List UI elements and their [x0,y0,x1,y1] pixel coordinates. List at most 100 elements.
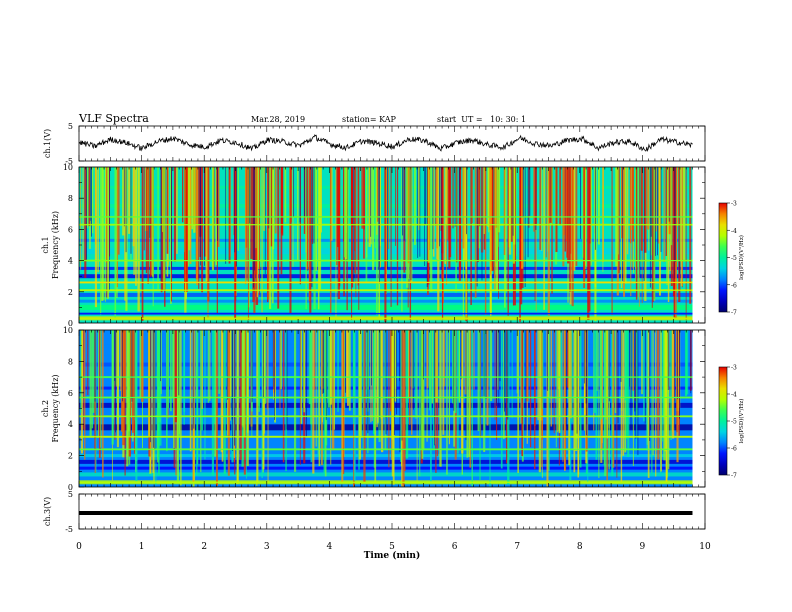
sferic-stripe [528,167,530,228]
frequency-band [79,454,693,458]
sferic-stripe [174,330,177,423]
quiet-column [460,330,462,380]
sferic-stripe [371,330,373,422]
quiet-column [583,330,585,384]
sferic-stripe [484,330,486,449]
quiet-column [634,330,636,412]
sferic-stripe [641,330,643,395]
sferic-stripe [539,167,542,250]
quiet-column [565,330,567,427]
sferic-stripe [133,167,135,275]
sferic-stripe [555,167,558,253]
y-axis-label: ch.1(V) [43,129,52,158]
sferic-stripe [385,167,387,291]
sferic-stripe [623,167,626,297]
sferic-stripe [658,167,661,296]
y-tick-label: -5 [65,525,73,534]
sferic-stripe [664,330,667,452]
quiet-column [253,167,255,288]
y-tick-label: 10 [63,163,73,172]
quiet-column [630,330,632,429]
sferic-stripe [478,167,481,227]
quiet-column [125,167,127,253]
sferic-stripe [549,167,552,223]
quiet-column [402,167,403,236]
sferic-stripe [262,330,265,470]
sferic-stripe [122,167,125,236]
sferic-stripe [590,167,592,266]
sferic-stripe [637,167,640,298]
sferic-stripe [196,167,198,286]
sferic-stripe [567,167,570,264]
quiet-column [234,167,236,253]
sferic-stripe [329,167,332,315]
quiet-column [485,330,487,399]
sferic-stripe [682,167,686,260]
sferic-stripe [176,167,178,254]
sferic-stripe [495,167,498,228]
sferic-stripe [547,330,550,471]
sferic-stripe [449,330,450,432]
sferic-stripe [440,167,442,231]
quiet-column [131,330,133,402]
sferic-stripe [227,330,230,476]
sferic-stripe [441,167,444,320]
sferic-stripe [670,167,673,246]
sferic-stripe [414,330,418,419]
sferic-stripe [684,330,688,397]
sferic-stripe [579,330,582,468]
sferic-stripe [193,167,196,233]
sferic-stripe [626,167,629,255]
colorbar-tick-label: -5 [731,255,737,262]
sferic-stripe [618,167,620,274]
sferic-stripe [145,167,148,274]
sferic-stripe [315,167,318,271]
sferic-stripe [122,330,125,446]
sferic-stripe [368,167,371,247]
sferic-stripe [279,330,281,410]
sferic-stripe [422,330,425,450]
sferic-stripe [157,167,159,290]
sferic-stripe [462,167,465,249]
y-tick-label: 6 [68,389,73,398]
sferic-stripe [641,167,643,304]
sferic-stripe [644,167,647,253]
sferic-stripe [188,167,191,251]
y-axis-label: ch.1Frequency (kHz) [41,211,60,279]
sferic-stripe [526,330,529,402]
quiet-column [94,330,96,402]
sferic-stripe [89,330,92,437]
colorbar-label: log(PSD)(V²/Hz) [738,399,745,444]
quiet-column [216,167,218,241]
quiet-column [441,167,443,270]
sferic-stripe [343,167,345,242]
y-tick-label: 0 [68,319,73,328]
sferic-stripe [686,330,689,395]
sferic-stripe [474,167,477,299]
sferic-stripe [83,330,85,430]
quiet-column [262,330,264,399]
sferic-stripe [124,330,126,476]
sferic-stripe [80,167,82,270]
quiet-column [149,167,151,238]
sferic-stripe [546,330,549,487]
x-tick-label: 8 [577,542,583,552]
sferic-stripe [676,330,678,433]
sferic-stripe [320,167,322,233]
sferic-stripe [588,167,591,312]
quiet-column [345,330,346,393]
sferic-stripe [160,167,163,293]
quiet-column [674,167,676,262]
sferic-stripe [180,330,182,486]
quiet-column [401,330,403,441]
harmonic-line [79,260,693,262]
sferic-stripe [332,330,335,451]
quiet-column [122,330,124,402]
sferic-stripe [247,167,249,320]
sferic-stripe [269,167,272,309]
sferic-stripe [245,330,247,479]
sferic-stripe [486,330,489,426]
sferic-stripe [218,330,221,394]
quiet-column [667,330,669,390]
sferic-stripe [148,330,150,437]
